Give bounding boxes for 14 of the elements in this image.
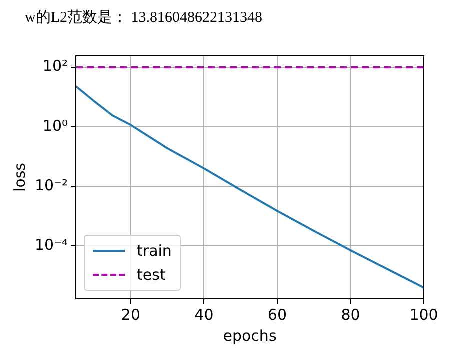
- y-axis-title: loss: [10, 162, 29, 192]
- y-tick-label: 10⁻²: [34, 176, 68, 194]
- x-tick-label: 40: [194, 306, 214, 324]
- x-tick-label: 20: [121, 306, 141, 324]
- x-tick-label: 60: [268, 306, 288, 324]
- legend-label: test: [137, 266, 166, 284]
- x-tick-label: 80: [341, 306, 360, 324]
- chart-title: w的L2范数是： 13.816048622131348: [25, 8, 262, 27]
- x-axis-title: epochs: [223, 326, 277, 345]
- y-tick-label: 10²: [42, 57, 68, 76]
- legend-label: train: [137, 242, 172, 260]
- y-tick-label: 10⁰: [42, 116, 68, 135]
- y-tick-label: 10⁻⁴: [34, 236, 68, 254]
- x-tick-label: 100: [410, 306, 438, 324]
